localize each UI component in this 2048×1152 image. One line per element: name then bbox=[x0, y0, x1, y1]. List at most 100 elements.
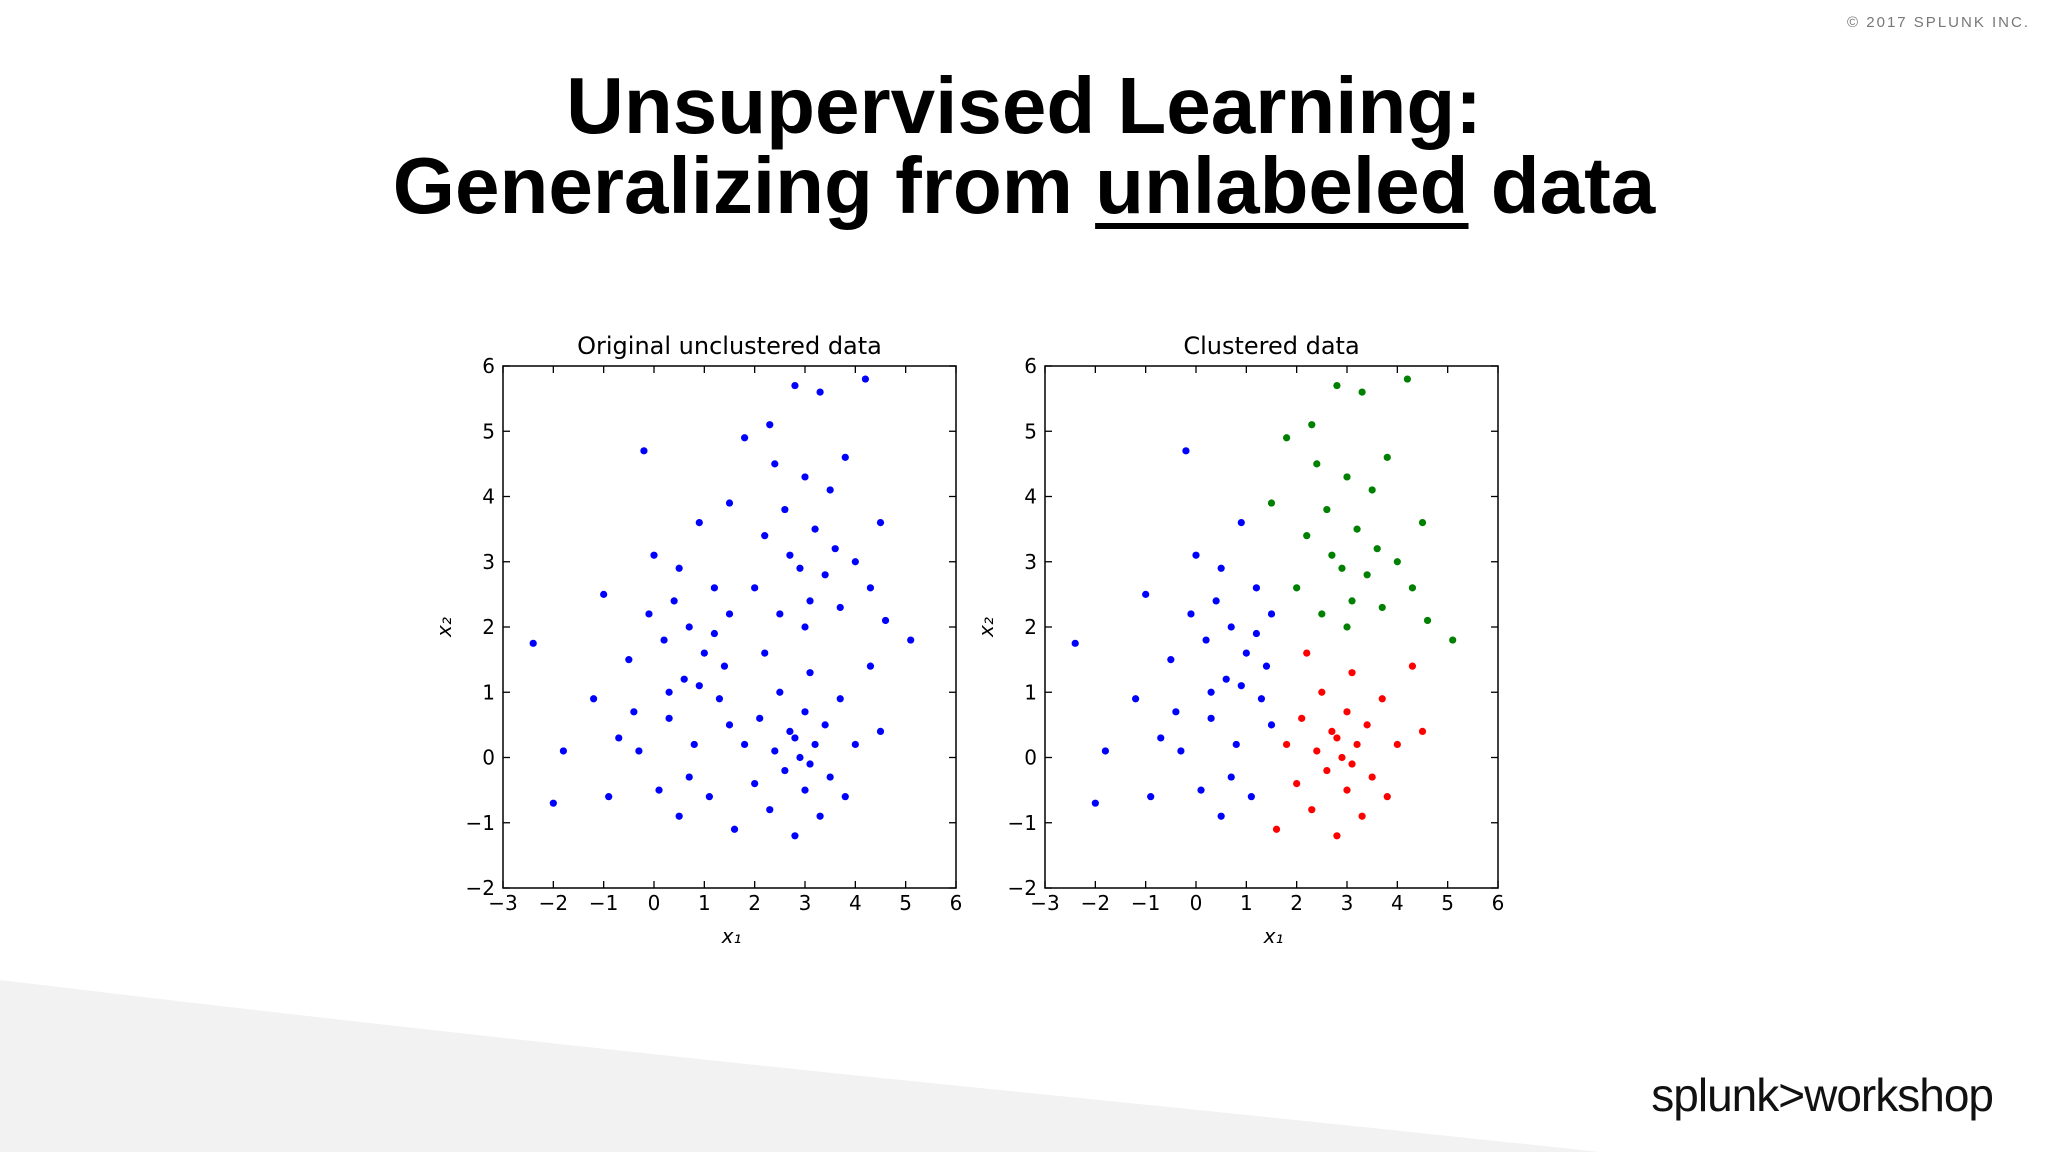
point bbox=[1343, 786, 1351, 794]
point bbox=[741, 740, 749, 749]
point bbox=[1308, 806, 1316, 814]
y-axis-label: x₂ bbox=[432, 617, 456, 638]
point bbox=[1353, 525, 1361, 533]
point bbox=[605, 793, 613, 801]
point bbox=[821, 721, 829, 729]
y-tick-label: −2 bbox=[1008, 876, 1037, 900]
point bbox=[831, 545, 839, 553]
point bbox=[1242, 649, 1250, 657]
point bbox=[1353, 740, 1361, 749]
point bbox=[1358, 812, 1366, 820]
point bbox=[741, 434, 749, 442]
y-tick-label: 0 bbox=[1024, 746, 1037, 770]
point bbox=[625, 656, 633, 664]
point bbox=[1368, 486, 1376, 494]
point bbox=[1313, 747, 1321, 755]
point bbox=[665, 688, 673, 696]
point bbox=[1217, 812, 1225, 820]
point bbox=[1293, 584, 1301, 592]
point bbox=[1237, 519, 1245, 527]
point bbox=[1343, 473, 1351, 481]
point bbox=[1132, 695, 1140, 703]
point bbox=[876, 727, 885, 736]
x-tick-label: 1 bbox=[1240, 891, 1253, 915]
point bbox=[1272, 825, 1281, 833]
point bbox=[1172, 708, 1180, 716]
x-tick-label: 5 bbox=[1441, 891, 1454, 915]
point bbox=[1348, 760, 1356, 768]
y-tick-label: 2 bbox=[1024, 615, 1037, 639]
y-axis-label: x₂ bbox=[974, 617, 998, 638]
plot-frame bbox=[1044, 365, 1499, 889]
x-tick-label: 5 bbox=[899, 891, 912, 915]
point bbox=[1378, 695, 1386, 703]
point bbox=[1348, 597, 1356, 605]
point bbox=[881, 616, 890, 625]
point bbox=[756, 714, 764, 722]
point bbox=[781, 766, 789, 775]
point bbox=[1343, 623, 1351, 631]
point bbox=[675, 812, 683, 820]
y-tick-label: 6 bbox=[482, 354, 495, 378]
point bbox=[720, 662, 729, 670]
y-tick-label: −1 bbox=[1008, 811, 1037, 835]
point bbox=[670, 597, 678, 605]
point bbox=[725, 610, 734, 618]
point bbox=[786, 727, 794, 736]
point bbox=[1373, 545, 1381, 553]
point bbox=[866, 662, 875, 670]
point bbox=[801, 786, 809, 794]
point bbox=[1348, 669, 1356, 677]
point bbox=[1202, 636, 1210, 644]
point bbox=[1313, 460, 1321, 468]
x-axis-label: x₁ bbox=[721, 924, 742, 948]
point bbox=[685, 773, 693, 781]
point bbox=[1212, 597, 1220, 605]
point bbox=[1328, 551, 1336, 559]
point bbox=[1328, 727, 1336, 736]
point bbox=[1142, 590, 1150, 598]
point bbox=[1157, 734, 1165, 742]
point bbox=[771, 747, 779, 755]
point bbox=[1363, 571, 1371, 579]
point bbox=[786, 551, 794, 559]
point bbox=[680, 675, 688, 683]
point bbox=[1403, 375, 1411, 383]
point bbox=[876, 519, 885, 527]
x-tick-label: 3 bbox=[799, 891, 812, 915]
point bbox=[1333, 381, 1341, 390]
point bbox=[1418, 727, 1427, 736]
point bbox=[1323, 766, 1331, 775]
point bbox=[1338, 564, 1346, 572]
point bbox=[710, 584, 719, 592]
x-tick-label: 4 bbox=[849, 891, 862, 915]
point bbox=[1283, 434, 1291, 442]
point bbox=[730, 825, 739, 833]
point bbox=[1167, 656, 1175, 664]
title-text: Generalizing from bbox=[392, 141, 1096, 230]
point bbox=[1408, 662, 1417, 670]
point bbox=[1227, 773, 1235, 781]
title-emphasis: unlabeled bbox=[1095, 141, 1469, 230]
point bbox=[645, 610, 653, 618]
point bbox=[796, 753, 804, 762]
point bbox=[1227, 623, 1235, 631]
point bbox=[675, 564, 683, 572]
x-tick-label: 6 bbox=[1492, 891, 1505, 915]
point bbox=[1343, 708, 1351, 716]
title-text: data bbox=[1468, 141, 1656, 230]
point bbox=[1418, 519, 1427, 527]
point bbox=[1408, 584, 1417, 592]
point bbox=[1333, 734, 1341, 742]
y-tick-label: −1 bbox=[466, 811, 495, 835]
point bbox=[816, 812, 824, 820]
point bbox=[630, 708, 638, 716]
x-tick-label: 4 bbox=[1391, 891, 1404, 915]
x-tick-label: 2 bbox=[748, 891, 761, 915]
point bbox=[559, 747, 568, 755]
x-tick-label: 1 bbox=[698, 891, 711, 915]
y-tick-label: 5 bbox=[1024, 419, 1037, 443]
point bbox=[1091, 799, 1099, 807]
point bbox=[1303, 649, 1311, 657]
